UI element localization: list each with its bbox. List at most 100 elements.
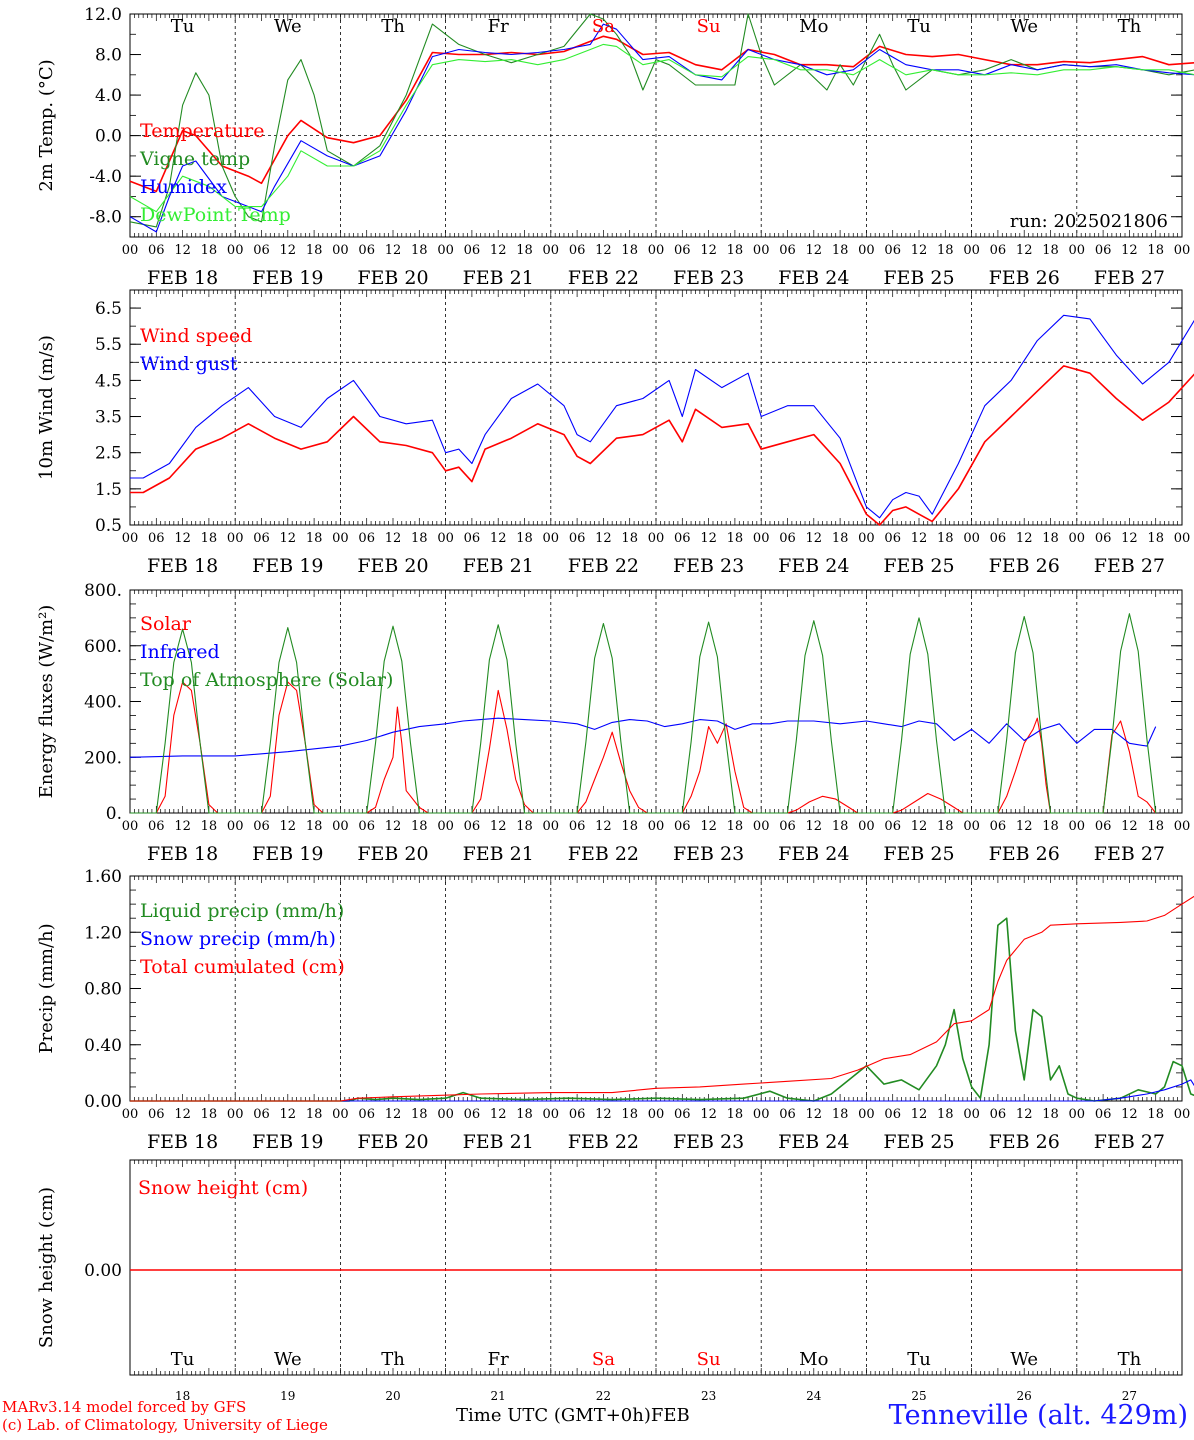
hour-label: 06: [674, 243, 691, 258]
hour-label: 12: [174, 1107, 191, 1122]
hour-label: 18: [1042, 243, 1059, 258]
weekday-label: We: [274, 1349, 302, 1370]
hour-label: 06: [674, 531, 691, 546]
hour-label: 06: [148, 819, 165, 834]
hour-label: 18: [727, 531, 744, 546]
hour-label: 06: [464, 531, 481, 546]
hour-label: 12: [174, 531, 191, 546]
date-label: FEB 21: [463, 843, 534, 865]
hour-label: 12: [700, 1107, 717, 1122]
y-tick-label: 5.5: [95, 335, 122, 355]
hour-label: 06: [1095, 819, 1112, 834]
hour-label: 18: [306, 243, 323, 258]
hour-label: 06: [358, 819, 375, 834]
day-number: 18: [175, 1389, 190, 1403]
snow-panel: [129, 1159, 1183, 1376]
hour-label: 12: [806, 1107, 823, 1122]
hour-label: 18: [201, 243, 218, 258]
hour-label: 00: [227, 243, 244, 258]
hour-label: 06: [148, 531, 165, 546]
legend-entry: DewPoint Temp: [140, 204, 291, 226]
temp-series-vigne-temp: [129, 13, 1194, 228]
hour-label: 18: [621, 243, 638, 258]
hour-label: 06: [884, 819, 901, 834]
hour-label: 18: [516, 1107, 533, 1122]
y-tick-label: 0.00: [84, 1092, 122, 1112]
date-label: FEB 19: [252, 843, 323, 865]
hour-label: 18: [937, 531, 954, 546]
hour-label: 00: [963, 531, 980, 546]
hour-label: 06: [464, 243, 481, 258]
weekday-label: Su: [697, 16, 721, 37]
date-label: FEB 24: [778, 267, 849, 289]
precip-ylabel: Precip (mm/h): [36, 923, 57, 1053]
hour-label: 00: [122, 819, 139, 834]
hour-label: 06: [884, 531, 901, 546]
y-tick-label: 12.0: [84, 5, 122, 25]
date-label: FEB 20: [357, 1131, 428, 1153]
hour-label: 12: [1121, 531, 1138, 546]
weekday-label: Th: [1118, 1349, 1142, 1370]
date-label: FEB 20: [357, 843, 428, 865]
day-number: 21: [491, 1389, 506, 1403]
hour-label: 12: [1121, 243, 1138, 258]
hour-label: 06: [779, 819, 796, 834]
hour-label: 18: [621, 1107, 638, 1122]
hour-label: 00: [543, 819, 560, 834]
y-tick-label: 0.00: [84, 1261, 122, 1281]
hour-label: 12: [490, 819, 507, 834]
hour-label: 00: [648, 243, 665, 258]
legend-entry: Humidex: [140, 176, 227, 198]
hour-label: 00: [753, 819, 770, 834]
temp-series-humidex: [129, 23, 1194, 233]
date-label: FEB 23: [673, 267, 744, 289]
y-tick-label: -4.0: [89, 167, 122, 187]
hour-label: 12: [700, 243, 717, 258]
temp-panel: [129, 13, 1183, 238]
weekday-label: Mo: [799, 16, 828, 37]
date-label: FEB 21: [463, 555, 534, 577]
hour-label: 18: [937, 819, 954, 834]
hour-label: 00: [332, 531, 349, 546]
hour-label: 12: [911, 1107, 928, 1122]
hour-label: 18: [832, 819, 849, 834]
hour-label: 06: [569, 531, 586, 546]
date-label: FEB 23: [673, 555, 744, 577]
y-tick-label: 0.5: [95, 516, 122, 536]
legend-entry: Total cumulated (cm): [140, 956, 345, 978]
hour-label: 18: [411, 531, 428, 546]
hour-label: 18: [727, 243, 744, 258]
weekday-label: We: [274, 16, 302, 37]
hour-label: 12: [174, 243, 191, 258]
hour-label: 00: [437, 243, 454, 258]
hour-label: 06: [148, 243, 165, 258]
precip-series-total-cumulated-cm: [130, 895, 1194, 1102]
hour-label: 06: [358, 531, 375, 546]
date-label: FEB 22: [568, 267, 639, 289]
hour-label: 18: [727, 1107, 744, 1122]
date-label: FEB 25: [883, 1131, 954, 1153]
hour-label: 06: [253, 531, 270, 546]
hour-label: 06: [358, 243, 375, 258]
hour-label: 06: [990, 1107, 1007, 1122]
hour-label: 18: [201, 531, 218, 546]
hour-label: 18: [201, 1107, 218, 1122]
y-tick-label: 8.0: [95, 46, 122, 66]
hour-label: 06: [358, 1107, 375, 1122]
y-tick-label: -8.0: [89, 208, 122, 228]
wind-ylabel: 10m Wind (m/s): [36, 335, 57, 480]
date-label: FEB 27: [1094, 1131, 1165, 1153]
day-number: 24: [806, 1389, 822, 1403]
hour-label: 06: [569, 243, 586, 258]
hour-label: 18: [516, 243, 533, 258]
hour-label: 18: [516, 819, 533, 834]
hour-label: 00: [332, 243, 349, 258]
hour-label: 00: [858, 243, 875, 258]
hour-label: 12: [806, 243, 823, 258]
hour-label: 12: [911, 243, 928, 258]
hour-label: 00: [648, 819, 665, 834]
hour-label: 00: [543, 1107, 560, 1122]
hour-label: 06: [884, 243, 901, 258]
y-tick-label: 1.5: [95, 480, 122, 500]
